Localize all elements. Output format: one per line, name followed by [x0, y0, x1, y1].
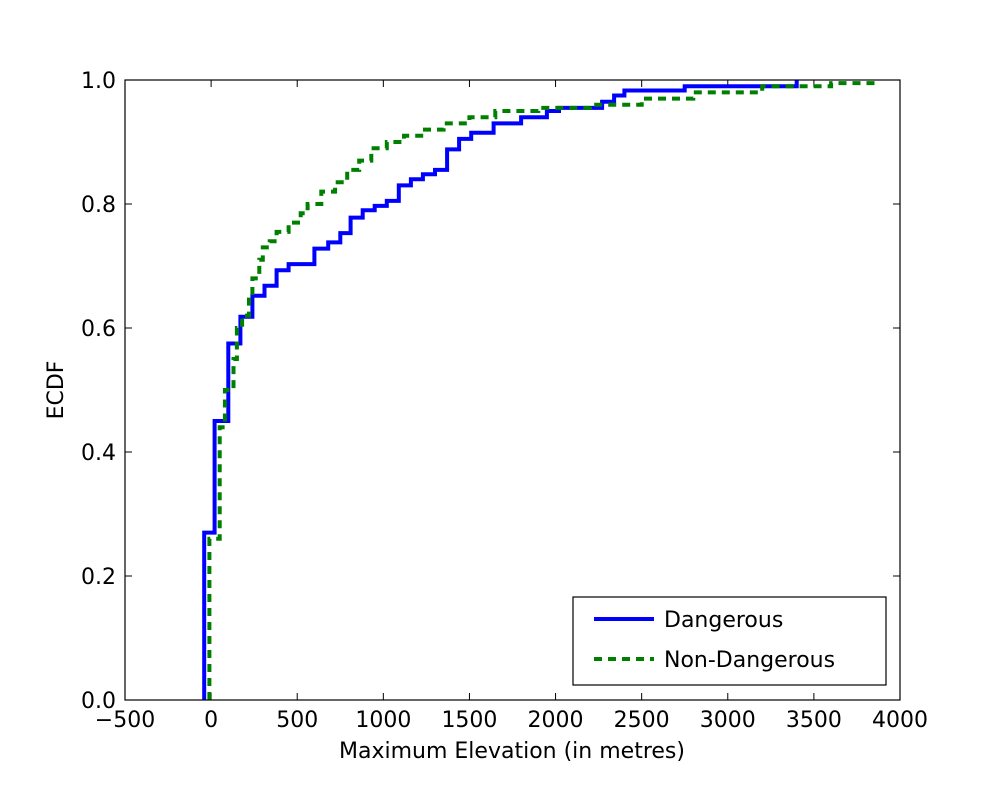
legend: Dangerous Non-Dangerous — [572, 596, 887, 686]
series-line-non-dangerous — [207, 80, 880, 700]
x-tick-label: 3000 — [700, 708, 756, 733]
x-tick-label: 1500 — [441, 708, 497, 733]
ticks-layer: −500 0 500 1000 1500 2000 2500 3000 3500 4000 0.0 0… — [81, 69, 928, 733]
legend-label-non-dangerous: Non-Dangerous — [664, 648, 835, 673]
y-tick-label: 0.4 — [81, 441, 116, 466]
x-tick-label: −500 — [95, 708, 155, 733]
x-axis-label: Maximum Elevation (in metres) — [339, 739, 685, 764]
x-tick-label: 1000 — [355, 708, 411, 733]
y-tick-label: 0.6 — [81, 317, 116, 342]
x-tick-label: 2500 — [614, 708, 670, 733]
y-tick-label: 0.8 — [81, 193, 116, 218]
y-tick-label: 0.0 — [81, 689, 116, 714]
x-tick-label: 4000 — [872, 708, 928, 733]
y-tick-label: 0.2 — [81, 565, 116, 590]
y-axis-label: ECDF — [44, 361, 69, 420]
legend-box — [572, 596, 887, 686]
plot-frame — [124, 79, 901, 701]
x-tick-label: 3500 — [786, 708, 842, 733]
x-tick-label: 0 — [204, 708, 218, 733]
series-layer — [202, 80, 880, 700]
x-tick-label: 500 — [276, 708, 318, 733]
y-tick-label: 1.0 — [81, 69, 116, 94]
legend-label-dangerous: Dangerous — [664, 608, 783, 633]
x-tick-label: 2000 — [528, 708, 584, 733]
